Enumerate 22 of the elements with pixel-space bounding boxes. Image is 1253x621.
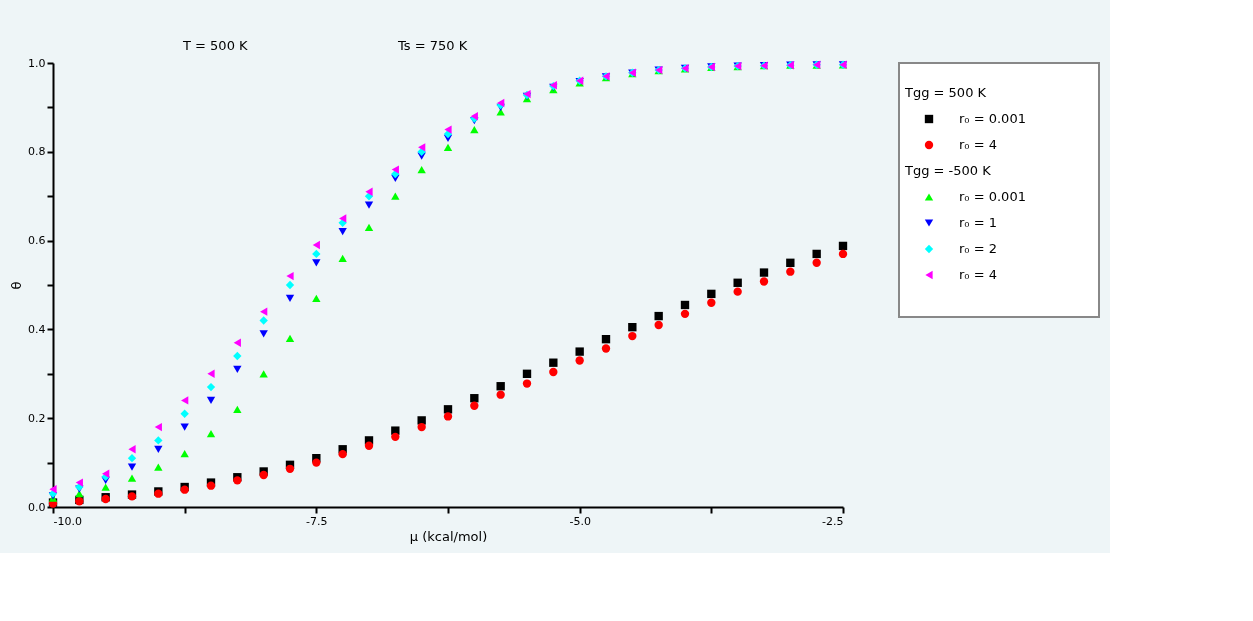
legend-label: r₀ = 0.001	[959, 111, 1026, 126]
x-tick-label: -10.0	[53, 514, 82, 528]
x-axis-title: μ (kcal/mol)	[409, 528, 488, 544]
y-tick-label: 0.8	[28, 145, 46, 159]
legend-label: r₀ = 4	[959, 137, 997, 152]
legend-label: r₀ = 4	[959, 267, 997, 282]
y-axis-title: θ	[9, 281, 25, 290]
y-tick-label: 0.4	[28, 322, 46, 336]
x-tick-label: -2.5	[822, 514, 844, 528]
legend-label: r₀ = 2	[959, 241, 997, 256]
y-tick-label: 0.2	[28, 411, 46, 425]
text: Tgg = 500 K	[904, 85, 987, 100]
legend-label: r₀ = 0.001	[959, 189, 1026, 204]
text: T = 500 K	[182, 38, 249, 53]
x-tick-label: -5.0	[569, 514, 591, 528]
y-tick-label: 1.0	[28, 56, 46, 70]
text: Ts = 750 K	[397, 38, 468, 53]
y-tick-label: 0.0	[28, 500, 46, 514]
y-tick-label: 0.6	[28, 234, 46, 248]
x-tick-label: -7.5	[306, 514, 328, 528]
legend-label: r₀ = 1	[959, 215, 997, 230]
text: Tgg = -500 K	[904, 163, 992, 178]
